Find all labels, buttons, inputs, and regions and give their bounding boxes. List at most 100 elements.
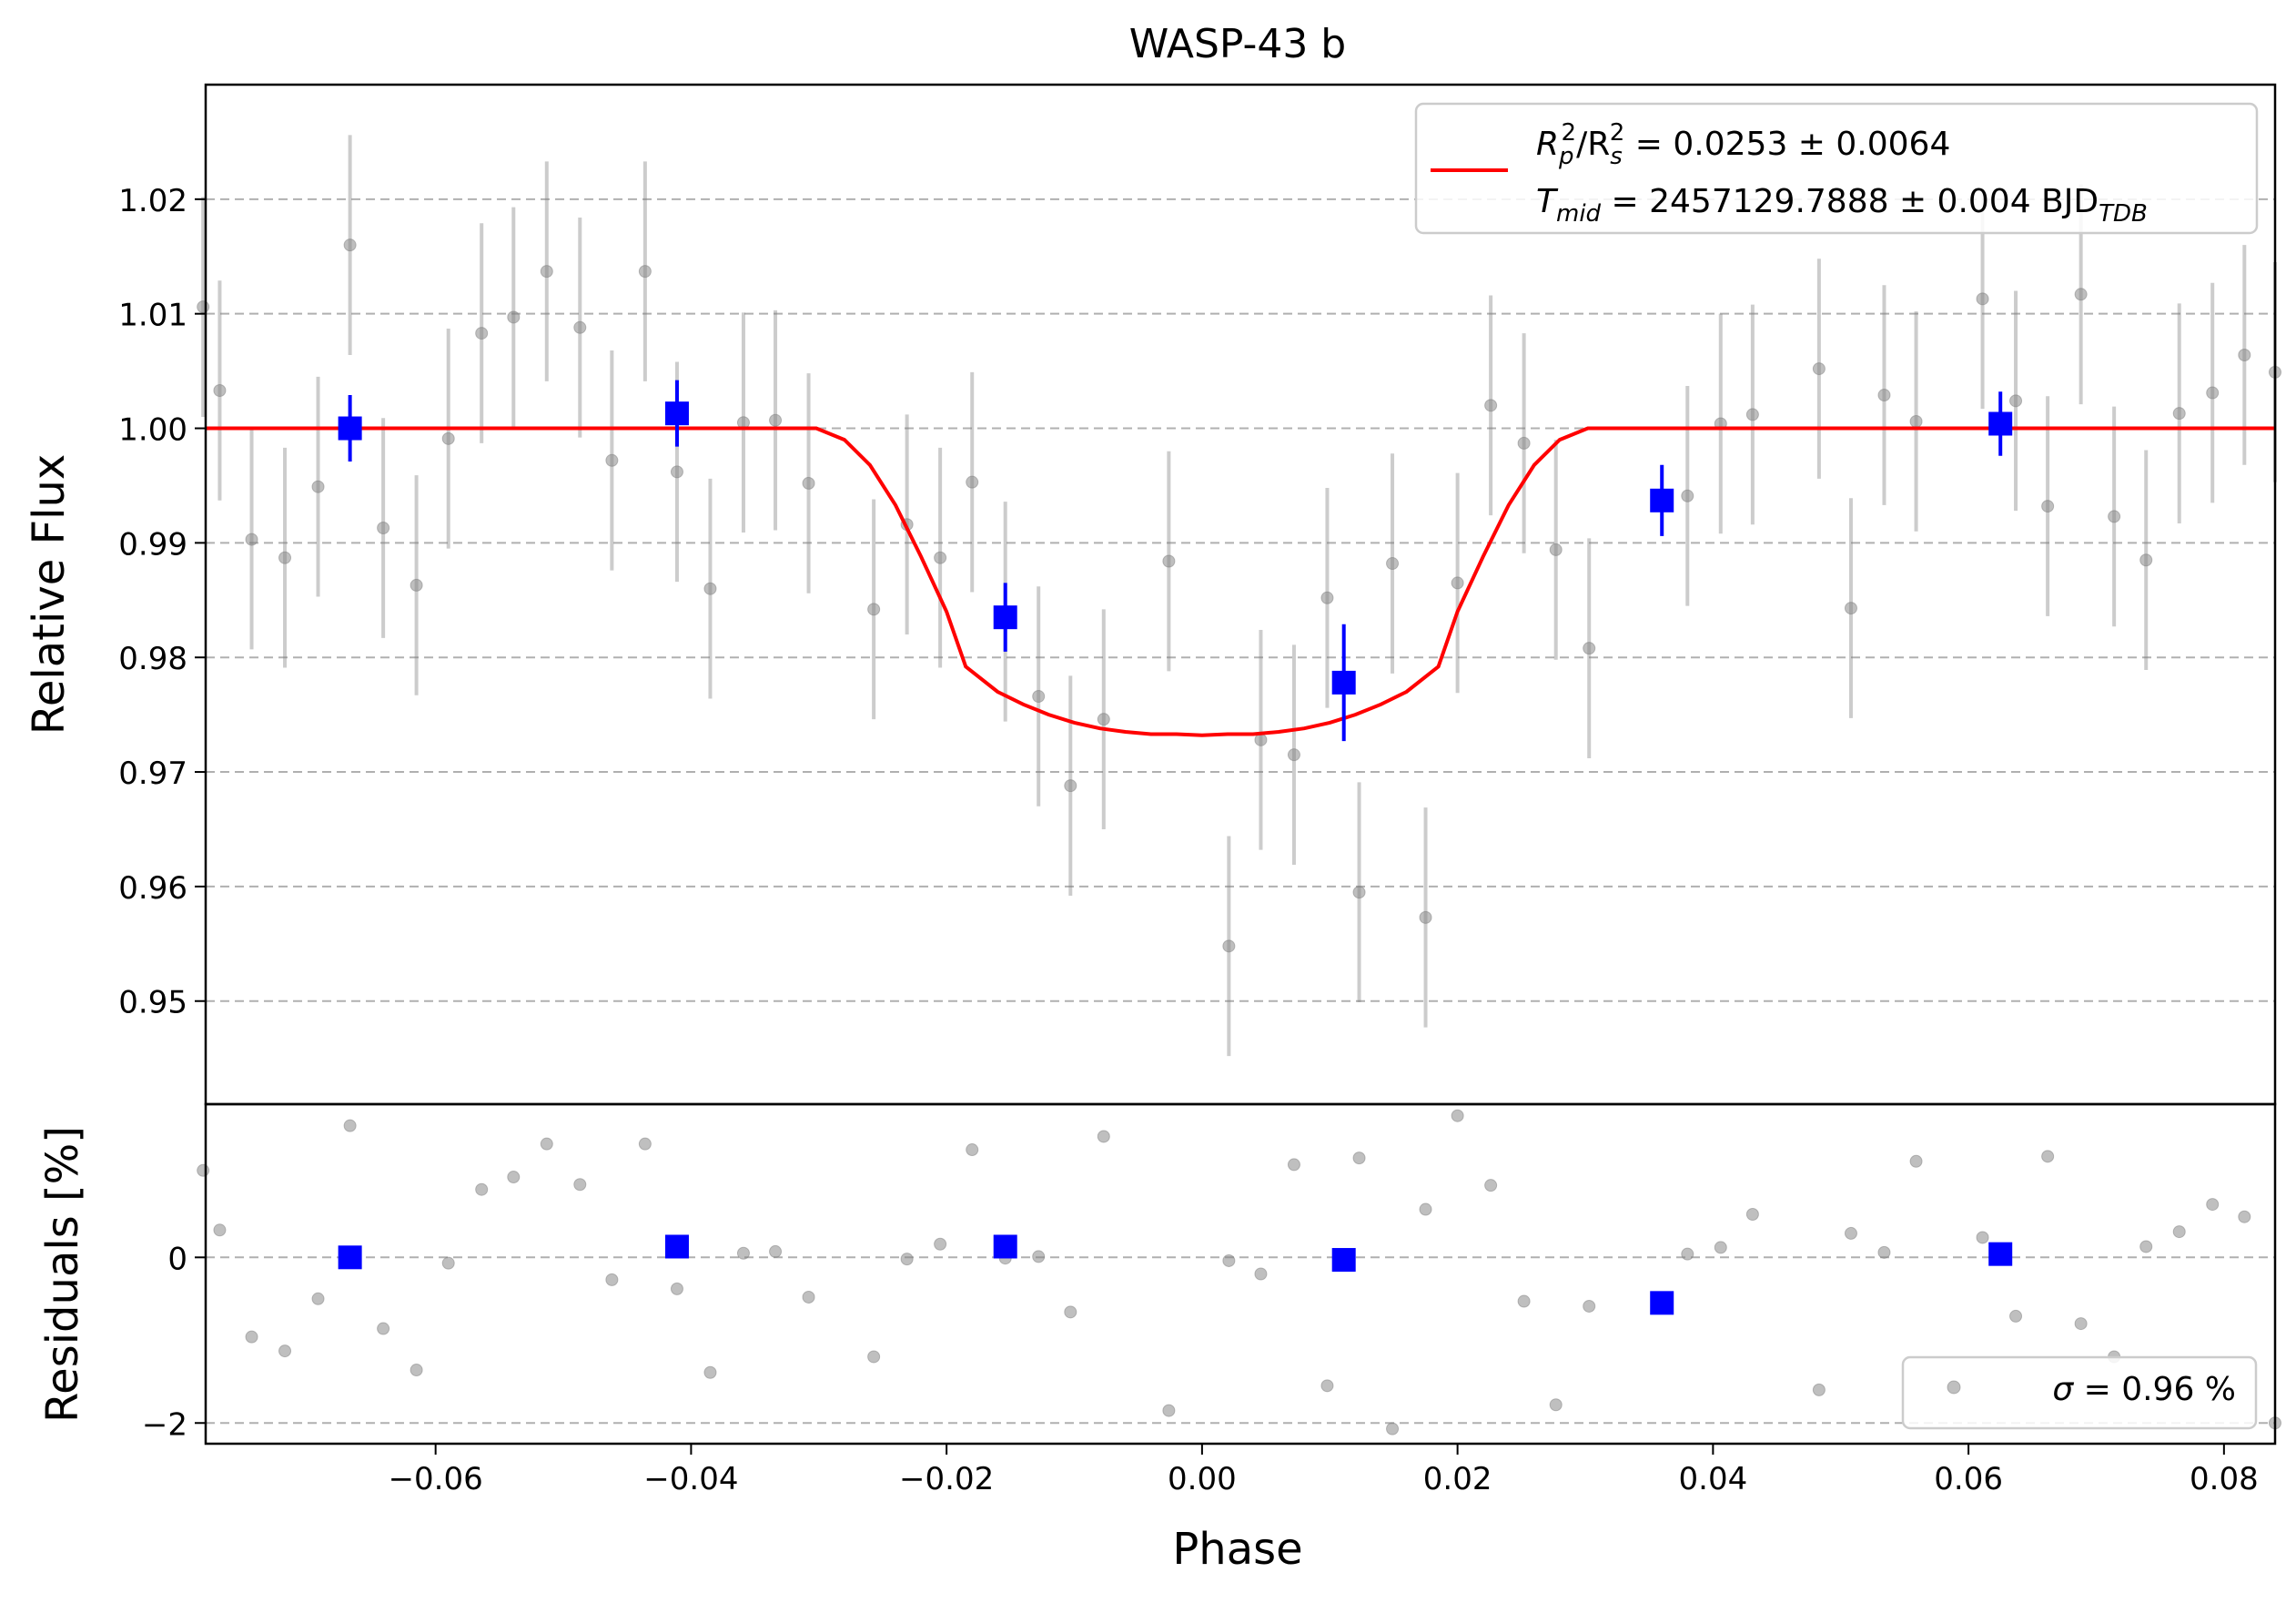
residual-point [2139,1240,2153,1253]
data-point [311,480,325,493]
binned-point [338,416,362,441]
residual-point [1222,1253,1236,1267]
data-point [343,238,357,252]
residual-point [1484,1179,1498,1192]
residual-point [197,1163,210,1177]
data-point [2139,553,2153,567]
binned-point [1988,411,2013,436]
data-point [1320,591,1334,604]
data-point [2206,386,2220,400]
residual-point [736,1246,750,1260]
residual-point [2206,1198,2220,1212]
data-point [670,465,683,479]
residual-point [1064,1305,1077,1319]
residual-point [1745,1207,1759,1221]
residual-point [2041,1150,2055,1163]
residuals-axes-frame [204,1102,2277,1446]
x-tick-label: 0.06 [1934,1461,2003,1497]
residual-point [1419,1202,1432,1216]
binned-residual-point [993,1234,1017,1259]
data-point [1097,713,1110,726]
binned-point [1650,488,1674,512]
data-point [867,603,881,616]
data-point [377,522,390,535]
main-y-tick-label: 1.02 [118,183,187,219]
data-point [1745,408,1759,421]
data-point [1222,939,1236,953]
data-point [1909,414,1923,428]
main-y-tick-label: 0.99 [118,526,187,563]
residual-point [1549,1398,1563,1412]
data-point [1419,910,1432,924]
data-point [802,476,815,490]
residual-point [1352,1152,1366,1165]
data-point [2074,288,2088,301]
data-point [2108,510,2121,523]
residual-point [1583,1299,1596,1313]
binned-residual-point [338,1245,362,1270]
data-point [475,327,489,340]
main-y-tick-label: 0.95 [118,985,187,1021]
residual-point [1877,1245,1891,1259]
residual-point [2009,1309,2023,1323]
residual-point [507,1171,521,1184]
residual-point [573,1178,587,1192]
data-point [278,551,292,564]
residual-point [245,1330,258,1344]
legend-radius-ratio: Rp2/Rs2 = 0.0253 ± 0.0064 [1536,119,1950,170]
main-y-tick-label: 1.01 [118,298,187,334]
main-panel: 0.95 0.96 0.97 0.98 0.99 1.00 1.01 1.02 Relativ… [24,83,2281,1106]
main-gridlines [206,198,2275,1002]
residuals-x-ticks: −0.06 −0.04 −0.02 0.00 0.02 0.04 0.06 0.08 [389,1444,2259,1497]
data-point [197,300,210,314]
data-point [1517,436,1531,450]
data-point [1583,642,1596,655]
residual-point [802,1290,815,1304]
residual-point [638,1137,652,1151]
residual-point [1451,1109,1464,1122]
data-point [934,551,947,564]
data-point [2041,500,2055,513]
residuals-legend-box [1901,1355,2258,1430]
binned-point [664,401,689,426]
data-point [573,320,587,334]
data-point [1681,489,1694,502]
data-point [1386,557,1400,571]
residuals-y-tick-label: −2 [142,1406,187,1443]
data-point [1812,362,1826,376]
main-y-axis-label: Relative Flux [24,454,75,736]
residual-point [670,1282,683,1295]
main-y-tick-label: 0.98 [118,641,187,677]
data-point [703,582,717,595]
main-legend-box [1414,102,2259,235]
main-data-points [197,238,2281,953]
chart-title: WASP-43 b [1129,21,1346,67]
data-point [1352,886,1366,899]
data-point [245,533,258,546]
main-binned-points [338,380,2013,742]
data-point [540,265,553,279]
data-point [213,384,227,397]
residual-point [1844,1226,1857,1240]
residual-point [1162,1404,1176,1417]
residual-point [2074,1317,2088,1331]
x-tick-label: 0.08 [2190,1461,2259,1497]
residual-point [1812,1383,1826,1396]
residual-point [703,1365,717,1379]
residual-point [343,1119,357,1132]
x-tick-label: 0.00 [1168,1461,1237,1497]
residuals-binned-points [338,1234,2013,1315]
residual-point [900,1253,914,1266]
data-point [966,475,979,489]
x-tick-label: 0.02 [1423,1461,1492,1497]
residual-point [1032,1250,1046,1263]
x-tick-label: −0.02 [899,1461,994,1497]
residual-point [475,1182,489,1196]
residual-point [1681,1247,1694,1261]
data-point [1484,399,1498,412]
data-point [507,310,521,324]
residual-point [1714,1241,1727,1254]
legend-mid-transit-time: Tmid = 2457129.7888 ± 0.004 BJDTDB [1536,183,2148,228]
binned-residual-point [1331,1248,1356,1273]
